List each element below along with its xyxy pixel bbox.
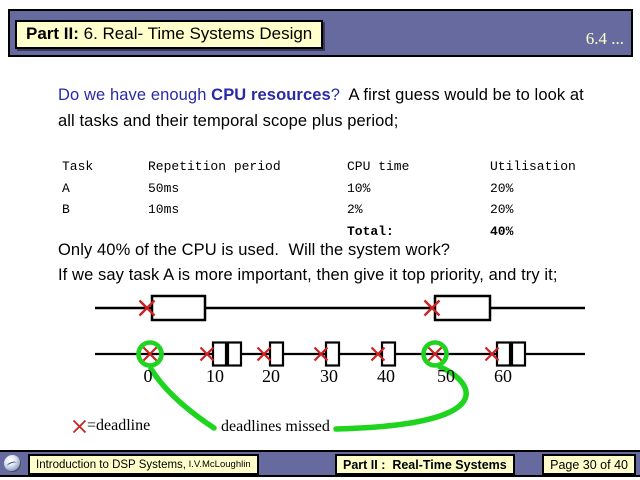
deadlines-missed-label: deadlines missed [221, 418, 330, 435]
task-b-run-block [510, 341, 527, 367]
footer-course-title: Introduction to DSP Systems, I.V.McLough… [28, 454, 259, 475]
task-a-run-block [150, 294, 207, 322]
tick-label-0: 0 [143, 366, 153, 386]
footer-part-title: Part II : Real-Time Systems [335, 454, 515, 475]
col-header-utilisation: Utilisation [490, 159, 576, 174]
slide-title-rest: 6. Real- Time Systems Design [78, 24, 313, 43]
table-cell-util-a: 20% [490, 180, 514, 196]
slide-title: Part II: 6. Real- Time Systems Design [15, 20, 324, 49]
deadline-x-marks [142, 346, 500, 362]
intro-blue-text: Do we have enough [58, 86, 212, 104]
table-cell-cpu-a: 10% [347, 180, 371, 196]
table-cell-cpu-b: 2% [347, 202, 363, 217]
tick-label-20: 20 [262, 366, 280, 386]
tick-label-60: 60 [494, 366, 512, 386]
missed-deadline-circle [136, 340, 164, 368]
task-b-run-block [495, 341, 512, 367]
deadline-x-icon [72, 419, 87, 433]
deadline-x-icon [256, 346, 272, 362]
slide-logo-icon [4, 455, 21, 472]
footer-author: I.V.McLoughlin [186, 459, 251, 470]
tick-label-10: 10 [206, 366, 224, 386]
tick-label-30: 30 [320, 366, 338, 386]
intro-line-2: all tasks and their temporal scope plus … [58, 112, 399, 130]
task-b-run-block [380, 341, 397, 367]
header-bar: Part II: 6. Real- Time Systems Design 6.… [8, 9, 633, 57]
task-a-timeline [95, 294, 585, 322]
task-b-run-block [324, 341, 341, 367]
task-a-run-block [433, 294, 492, 322]
only-40-line: Only 40% of the CPU is used. Will the sy… [58, 241, 451, 259]
deadline-x-icon [142, 346, 158, 362]
col-header-period: Repetition period [148, 159, 281, 174]
deadline-x-icon [313, 346, 329, 362]
deadline-x-icon [199, 346, 215, 362]
section-number: 6.4 ... [585, 29, 624, 48]
col-header-cpu: CPU time [347, 159, 410, 174]
table-total-label: Total: [347, 223, 394, 239]
intro-blue-question: ? [330, 86, 341, 104]
tick-label-40: 40 [377, 366, 395, 386]
schedule-diagram [95, 294, 585, 432]
deadline-legend-label: =deadline [87, 417, 151, 434]
table-cell-task-b: B [62, 202, 70, 217]
footer-page-number: Page 30 of 40 [542, 454, 636, 475]
deadline-legend: =deadline [72, 417, 150, 435]
task-table: Task Repetition period CPU time Utilisat… [62, 159, 576, 245]
missed-deadline-circle [421, 340, 449, 368]
task-b-run-block [226, 341, 243, 367]
footer-bar: Introduction to DSP Systems, I.V.McLough… [0, 450, 640, 477]
table-cell-task-a: A [62, 180, 70, 196]
deadline-x-icon [484, 346, 500, 362]
footer-course-text: Introduction to DSP Systems, [36, 458, 186, 471]
intro-black-text: A first guess would be to look at [340, 86, 584, 104]
intro-blue-bold-text: CPU resources [211, 86, 331, 104]
task-b-run-block [268, 341, 285, 367]
tick-label-50: 50 [437, 366, 455, 386]
table-cell-util-b: 20% [490, 202, 514, 217]
intro-line-1: Do we have enough CPU resources? A first… [58, 86, 584, 105]
priority-line: If we say task A is more important, then… [58, 266, 558, 284]
task-b-run-block [211, 341, 228, 367]
missed-curve-left [148, 366, 217, 431]
deadline-x-icon [423, 299, 441, 317]
col-header-task: Task [62, 159, 94, 174]
task-b-timeline [95, 340, 585, 368]
slide-title-prefix: Part II: [26, 24, 79, 43]
table-cell-period-a: 50ms [148, 180, 180, 196]
table-total-value: 40% [490, 223, 514, 239]
missed-curve-right [333, 364, 469, 432]
table-cell-period-b: 10ms [148, 202, 180, 217]
deadline-x-icon [427, 346, 443, 362]
deadline-x-icon [138, 299, 156, 317]
deadline-x-icon [370, 346, 386, 362]
